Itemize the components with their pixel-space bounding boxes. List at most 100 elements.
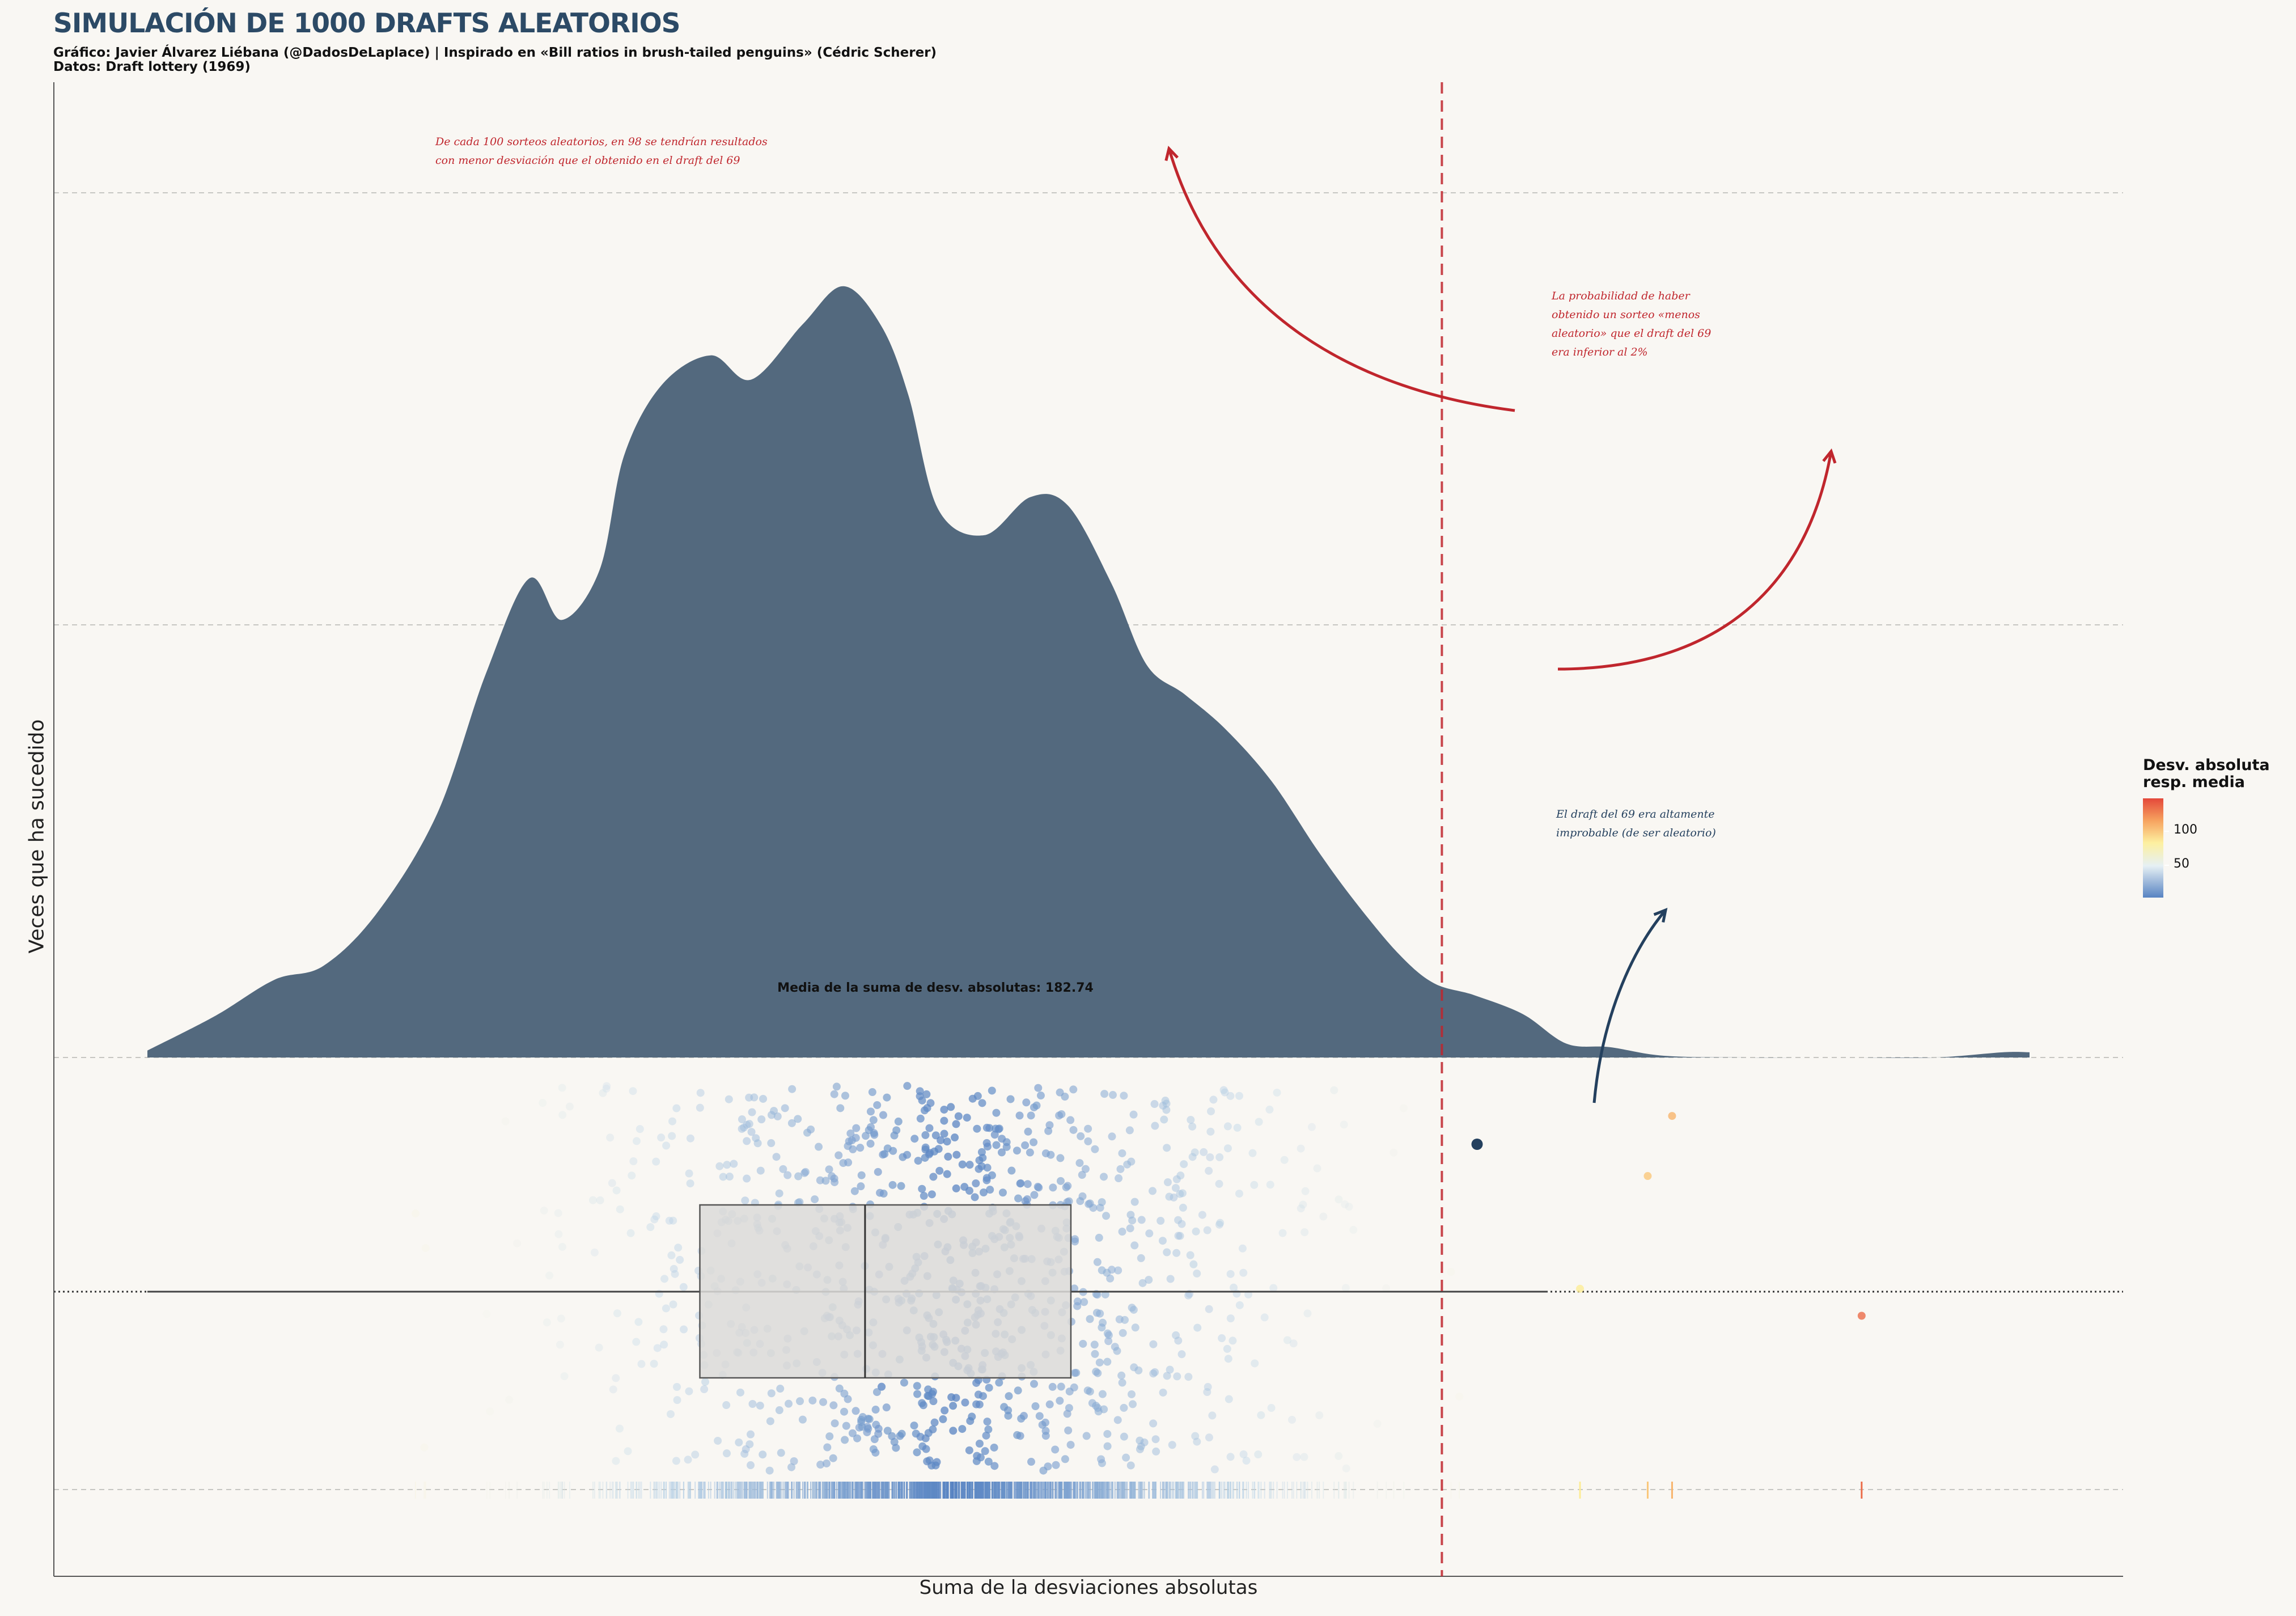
data-point xyxy=(1174,1336,1183,1345)
data-point xyxy=(1218,1334,1226,1343)
data-point xyxy=(1057,1382,1065,1391)
data-point xyxy=(1184,1373,1193,1381)
data-point xyxy=(777,1449,785,1457)
data-point xyxy=(1191,1432,1200,1440)
data-point xyxy=(420,1443,429,1452)
data-point xyxy=(1176,1232,1184,1240)
data-point xyxy=(941,1406,949,1415)
data-point xyxy=(1168,1441,1176,1449)
data-point xyxy=(1026,1148,1034,1157)
draft-69-line xyxy=(1441,82,1483,1576)
data-point xyxy=(1226,1453,1235,1461)
data-point xyxy=(748,1399,757,1408)
data-point xyxy=(1069,1085,1078,1094)
data-point xyxy=(1163,1248,1171,1257)
data-point xyxy=(952,1120,960,1128)
data-point xyxy=(1030,1380,1039,1388)
data-point xyxy=(971,1193,979,1202)
data-point xyxy=(937,1136,945,1144)
data-point xyxy=(745,1440,754,1449)
data-point xyxy=(1193,1437,1201,1446)
data-point xyxy=(1184,1291,1193,1300)
data-point xyxy=(1015,1111,1024,1120)
data-point xyxy=(808,1396,817,1405)
data-point xyxy=(949,1427,958,1435)
data-point xyxy=(918,1184,926,1193)
data-point xyxy=(972,1400,981,1408)
data-point xyxy=(951,1133,959,1142)
data-point xyxy=(1070,1369,1079,1377)
data-point xyxy=(984,1457,993,1466)
data-point xyxy=(616,1205,624,1213)
data-point xyxy=(756,1401,764,1410)
data-point xyxy=(877,1382,886,1391)
data-point xyxy=(608,1179,616,1187)
data-point xyxy=(924,1391,932,1400)
data-point xyxy=(897,1429,906,1438)
data-point xyxy=(691,1450,700,1459)
data-point xyxy=(832,1082,841,1091)
data-point xyxy=(657,1133,666,1142)
data-point xyxy=(1176,1171,1185,1180)
data-point xyxy=(1137,1254,1145,1262)
data-point xyxy=(940,1105,948,1114)
data-point xyxy=(1176,1190,1184,1198)
data-point xyxy=(629,1087,637,1095)
data-point xyxy=(1174,1216,1183,1224)
data-point xyxy=(998,1135,1006,1143)
mean-label: Media de la suma de desv. absolutas: 182… xyxy=(777,981,1094,995)
data-point xyxy=(595,1343,603,1352)
data-point xyxy=(680,1325,688,1334)
legend-title: Desv. absoluta resp. media xyxy=(2143,757,2270,791)
data-point xyxy=(1330,1086,1338,1094)
data-point xyxy=(918,1399,926,1407)
data-point xyxy=(1093,1258,1102,1266)
data-point xyxy=(714,1436,722,1445)
data-point xyxy=(913,1390,922,1398)
data-point xyxy=(897,1182,905,1190)
data-point xyxy=(540,1206,548,1215)
data-point xyxy=(1108,1132,1116,1141)
data-point xyxy=(834,1151,843,1160)
data-point xyxy=(1239,1450,1248,1458)
data-point xyxy=(1163,1144,1171,1152)
data-point xyxy=(684,1456,692,1464)
data-point xyxy=(974,1390,982,1399)
data-point xyxy=(1075,1159,1084,1167)
data-point xyxy=(613,1309,621,1318)
data-point xyxy=(944,1152,952,1161)
data-point xyxy=(545,1271,554,1280)
data-point xyxy=(1340,1120,1348,1129)
annotation-draft: El draft del 69 era altamente improbable… xyxy=(1556,805,1716,843)
data-point xyxy=(1091,1145,1099,1153)
data-point xyxy=(852,1407,860,1415)
data-point xyxy=(995,1378,1003,1387)
axes xyxy=(53,82,2123,1577)
data-point xyxy=(1209,1095,1218,1104)
data-point xyxy=(588,1196,597,1204)
data-point xyxy=(839,1159,848,1167)
data-point xyxy=(1129,1110,1138,1119)
data-point xyxy=(1145,1229,1154,1238)
data-point xyxy=(1204,1383,1212,1391)
data-point xyxy=(1260,1313,1269,1322)
data-point xyxy=(900,1378,908,1387)
data-point xyxy=(1016,1179,1024,1188)
data-point xyxy=(1064,1426,1073,1435)
data-point xyxy=(670,1264,678,1273)
data-point xyxy=(513,1239,522,1247)
data-point xyxy=(1004,1406,1013,1415)
data-point xyxy=(1086,1387,1094,1396)
data-point xyxy=(1085,1200,1093,1208)
data-point xyxy=(798,1415,807,1424)
data-point xyxy=(612,1457,620,1465)
data-point xyxy=(1158,1237,1167,1245)
data-point xyxy=(954,1112,963,1120)
data-point xyxy=(1224,1355,1232,1363)
data-point xyxy=(811,1195,819,1204)
data-point xyxy=(990,1443,998,1452)
data-point xyxy=(1238,1244,1247,1253)
data-point xyxy=(796,1397,804,1406)
data-point xyxy=(1242,1457,1251,1465)
data-point xyxy=(1215,1153,1224,1161)
